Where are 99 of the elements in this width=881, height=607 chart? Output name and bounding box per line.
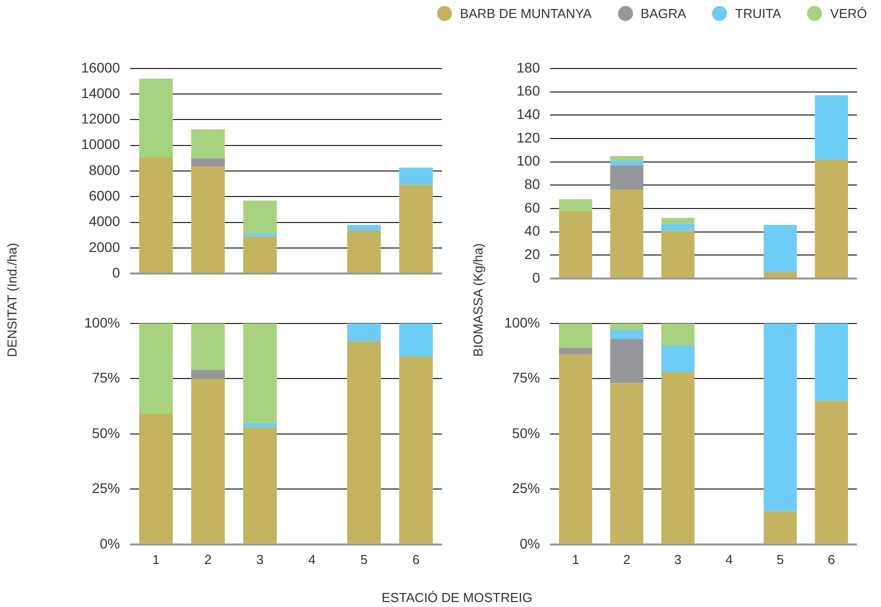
- x-tick-label: 5: [360, 552, 368, 567]
- bar: [243, 233, 277, 236]
- bar: [399, 356, 433, 544]
- bar: [399, 184, 433, 273]
- y-tick-label: 0%: [520, 535, 540, 552]
- x-axis-title: ESTACIÓ DE MOSTREIG: [380, 590, 534, 605]
- bar: [610, 383, 644, 544]
- bar: [610, 323, 644, 330]
- bar: [661, 224, 694, 231]
- y-tick-label: 6000: [88, 188, 120, 204]
- y-axis-title: BIOMASSA (Kg/ha): [470, 243, 486, 357]
- bar: [347, 230, 381, 273]
- bar: [661, 372, 694, 544]
- y-tick-label: 120: [516, 129, 540, 146]
- bar: [399, 168, 433, 185]
- bar: [764, 272, 797, 278]
- y-tick-label: 12000: [81, 110, 120, 127]
- bar: [610, 160, 644, 166]
- x-tick-label: 3: [674, 552, 682, 567]
- y-tick-label: 16000: [81, 59, 120, 76]
- bar: [610, 190, 644, 278]
- y-tick-label: 80: [524, 176, 540, 192]
- y-tick-label: 60: [524, 199, 540, 216]
- bar: [139, 78, 173, 158]
- bar: [347, 323, 381, 342]
- y-tick-label: 180: [516, 59, 540, 76]
- bar: [191, 158, 225, 167]
- bar: [139, 158, 173, 273]
- legend-label: BARB DE MUNTANYA: [460, 6, 592, 21]
- bar: [191, 378, 225, 544]
- bar: [191, 323, 225, 370]
- bar: [764, 323, 797, 512]
- y-tick-label: 25%: [92, 480, 120, 496]
- y-tick-label: 25%: [512, 480, 540, 496]
- bar: [610, 165, 644, 190]
- bar: [243, 427, 277, 544]
- bar: [814, 95, 848, 160]
- bar: [243, 323, 277, 423]
- bar: [347, 341, 381, 544]
- bar: [347, 224, 381, 231]
- x-tick-label: 4: [725, 552, 733, 567]
- bar: [814, 400, 848, 544]
- y-axis-title: DENSITAT (Ind./ha): [4, 242, 20, 358]
- y-tick-label: 0: [112, 264, 120, 280]
- bar: [399, 323, 433, 357]
- x-tick-label: 5: [776, 552, 784, 567]
- bar: [764, 224, 797, 272]
- y-tick-label: 14000: [81, 84, 120, 101]
- y-tick-label: 8000: [88, 162, 120, 178]
- bar: [814, 159, 848, 278]
- y-tick-label: 75%: [92, 370, 120, 386]
- legend-label: BAGRA: [640, 6, 686, 21]
- y-tick-label: 100%: [84, 314, 120, 330]
- bar: [243, 236, 277, 273]
- bar: [661, 218, 694, 224]
- x-tick-label: 2: [204, 552, 212, 567]
- bar: [559, 323, 592, 348]
- y-tick-label: 75%: [512, 370, 540, 386]
- bar: [139, 323, 173, 414]
- x-tick-label: 1: [572, 552, 580, 567]
- y-tick-label: 0: [532, 269, 540, 286]
- y-tick-label: 40: [524, 222, 540, 239]
- bar: [559, 199, 592, 211]
- y-tick-label: 50%: [512, 424, 540, 441]
- y-tick-label: 2000: [88, 238, 120, 255]
- y-tick-label: 10000: [81, 136, 120, 152]
- x-tick-label: 1: [152, 552, 160, 567]
- bar: [814, 323, 848, 401]
- y-tick-label: 100: [516, 152, 540, 169]
- bar: [191, 129, 225, 158]
- x-tick-label: 4: [308, 552, 316, 567]
- y-tick-label: 0%: [100, 535, 120, 552]
- y-tick-label: 20: [524, 246, 540, 262]
- bar: [610, 338, 644, 384]
- x-tick-label: 2: [623, 552, 630, 567]
- bar: [243, 200, 277, 234]
- y-tick-label: 160: [516, 82, 540, 99]
- bar: [559, 210, 592, 278]
- legend-label: TRUITA: [735, 6, 782, 21]
- bar: [610, 330, 644, 339]
- y-tick-label: 50%: [92, 424, 120, 441]
- x-tick-label: 3: [256, 552, 264, 567]
- bar: [243, 422, 277, 428]
- bar: [764, 511, 797, 544]
- bar: [661, 230, 694, 278]
- x-tick-label: 6: [828, 552, 836, 567]
- y-tick-label: 140: [516, 106, 540, 122]
- bar: [610, 156, 644, 161]
- bar: [191, 370, 225, 379]
- y-tick-label: 100%: [504, 314, 540, 330]
- bar: [139, 414, 173, 544]
- bar: [191, 166, 225, 273]
- x-tick-label: 6: [412, 552, 420, 567]
- y-tick-label: 4000: [88, 213, 120, 230]
- bar: [661, 346, 694, 372]
- legend-label: VERÓ: [830, 6, 867, 21]
- bar: [661, 323, 694, 346]
- bar: [559, 348, 592, 354]
- bar: [559, 354, 592, 544]
